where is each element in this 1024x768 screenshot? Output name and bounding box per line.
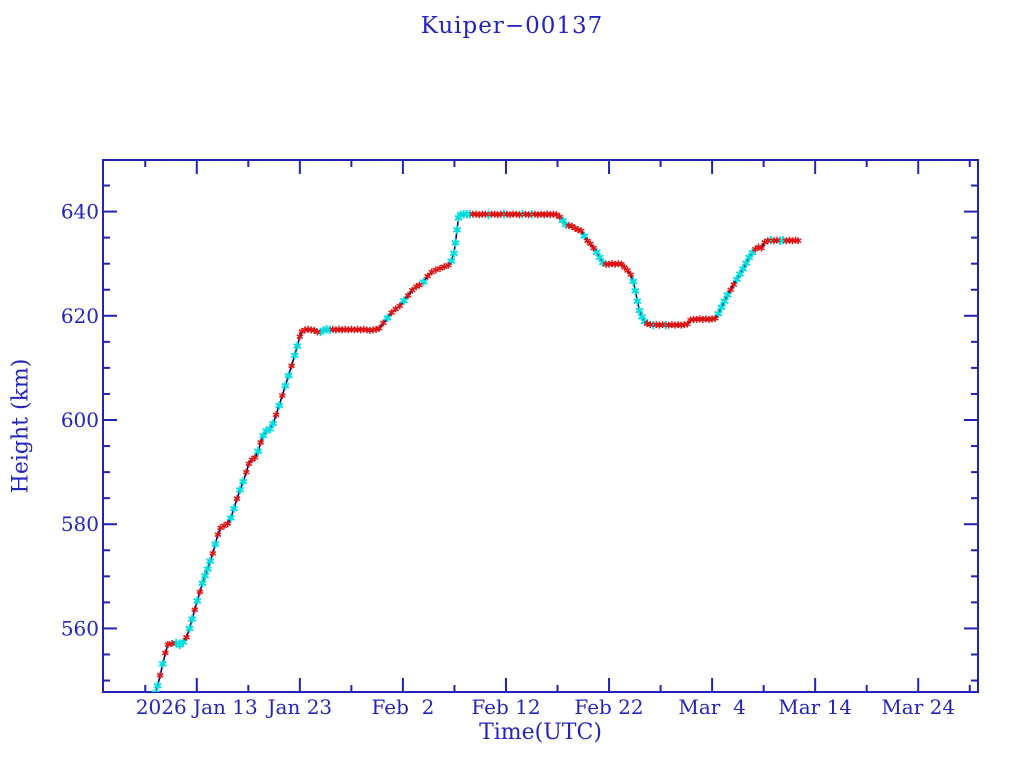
axis-ticks <box>103 160 978 692</box>
x-tick-label: Feb 2 <box>371 695 434 719</box>
x-tick-label: Mar 14 <box>778 695 852 719</box>
y-tick-label: 640 <box>61 200 99 224</box>
x-tick-label: Feb 12 <box>471 695 540 719</box>
y-tick-label: 560 <box>61 616 99 640</box>
x-tick-label: Mar 24 <box>881 695 955 719</box>
plot-box <box>102 159 979 693</box>
x-tick-label: Feb 22 <box>574 695 643 719</box>
x-tick-label: Mar 4 <box>678 695 745 719</box>
y-tick-label: 600 <box>61 408 99 432</box>
y-tick-label: 580 <box>61 512 99 536</box>
x-axis-title: Time(UTC) <box>479 720 602 745</box>
cyan-asterisk-markers <box>151 209 788 692</box>
x-tick-label: 2026 Jan 13 <box>136 695 258 719</box>
red-asterisk-markers <box>156 210 802 679</box>
chart-title: Kuiper−00137 <box>420 13 604 39</box>
height-series-line <box>155 213 799 692</box>
axis-tick-labels: 2026 Jan 13 Jan 23 Feb 2 Feb 12 Feb 22 Mar 4 M… <box>61 200 955 719</box>
x-tick-label: Jan 23 <box>266 695 333 719</box>
y-axis-title: Height (km) <box>8 358 34 494</box>
y-tick-label: 620 <box>61 304 99 328</box>
